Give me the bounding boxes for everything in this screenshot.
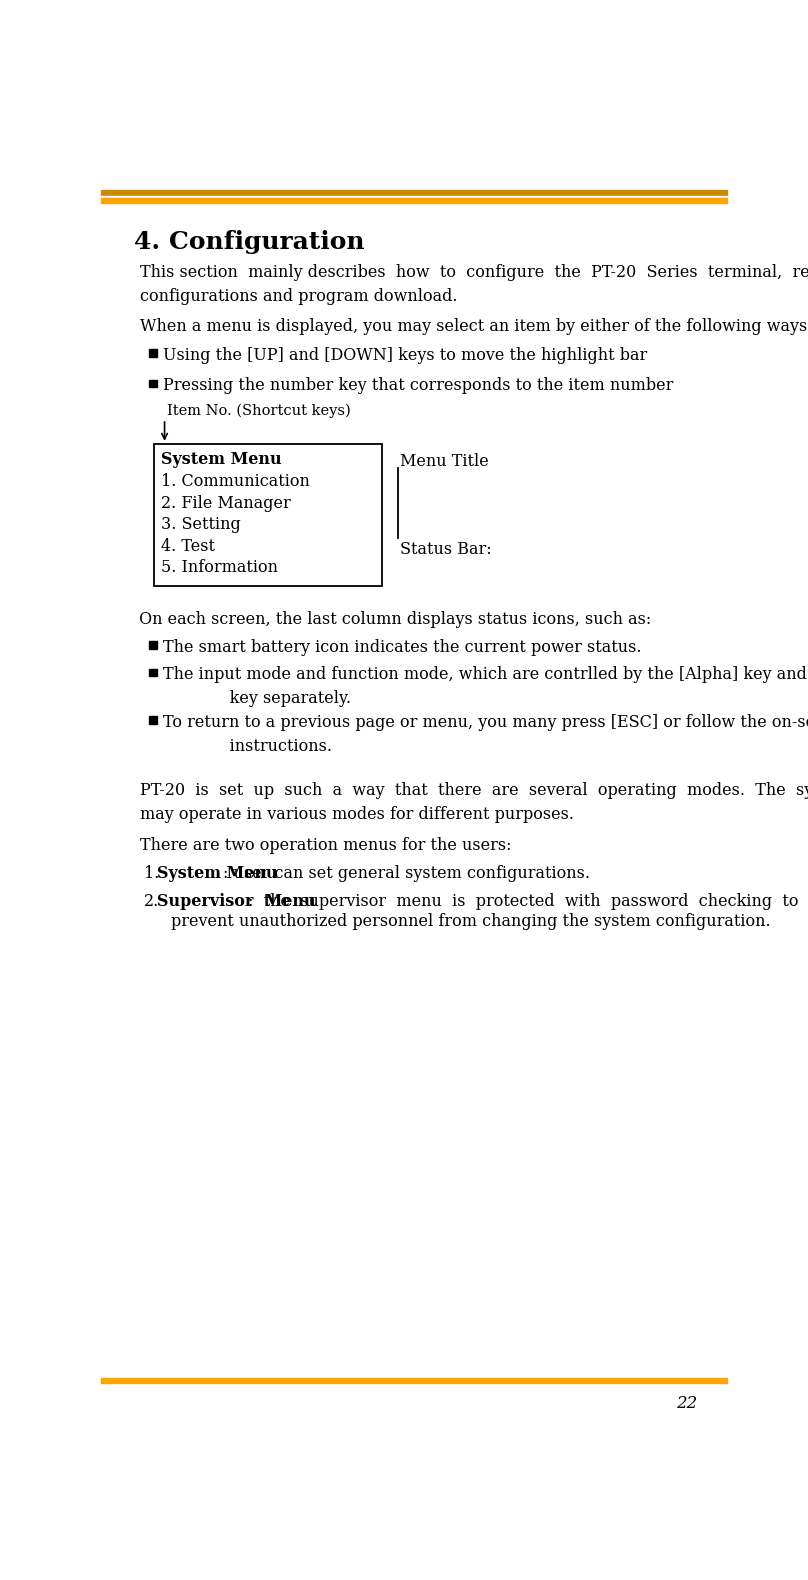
Text: Using the [UP] and [DOWN] keys to move the highlight bar: Using the [UP] and [DOWN] keys to move t… bbox=[163, 346, 647, 363]
Text: PT-20  is  set  up  such  a  way  that  there  are  several  operating  modes.  : PT-20 is set up such a way that there ar… bbox=[140, 782, 808, 823]
Text: 1.: 1. bbox=[144, 864, 159, 882]
Text: Status Bar:: Status Bar: bbox=[400, 542, 492, 558]
Text: Configuration: Configuration bbox=[169, 229, 365, 254]
Bar bbox=[154, 444, 382, 586]
Text: To return to a previous page or menu, you many press [ESC] or follow the on-scre: To return to a previous page or menu, yo… bbox=[163, 714, 808, 755]
Text: 3. Setting: 3. Setting bbox=[162, 517, 242, 532]
Text: 2. File Manager: 2. File Manager bbox=[162, 495, 291, 512]
Text: 5. Information: 5. Information bbox=[162, 559, 279, 577]
Text: The smart battery icon indicates the current power status.: The smart battery icon indicates the cur… bbox=[163, 638, 642, 656]
Text: 22: 22 bbox=[676, 1395, 698, 1411]
Bar bbox=[149, 641, 157, 648]
Bar bbox=[149, 349, 157, 357]
Bar bbox=[149, 716, 157, 724]
Text: On each screen, the last column displays status icons, such as:: On each screen, the last column displays… bbox=[133, 611, 650, 627]
Text: The input mode and function mode, which are contrlled by the [Alpha] key and [FN: The input mode and function mode, which … bbox=[163, 667, 808, 708]
Bar bbox=[101, 198, 727, 202]
Text: 4. Test: 4. Test bbox=[162, 537, 216, 555]
Text: :  the  supervisor  menu  is  protected  with  password  checking  to: : the supervisor menu is protected with … bbox=[248, 893, 799, 910]
Text: 1. Communication: 1. Communication bbox=[162, 472, 310, 490]
Text: : user can set general system configurations.: : user can set general system configurat… bbox=[224, 864, 591, 882]
Bar bbox=[101, 196, 727, 198]
Text: Supervisor  Menu: Supervisor Menu bbox=[157, 893, 315, 910]
Text: When a menu is displayed, you may select an item by either of the following ways: When a menu is displayed, you may select… bbox=[140, 318, 808, 335]
Text: 4.: 4. bbox=[133, 229, 159, 254]
Text: Pressing the number key that corresponds to the item number: Pressing the number key that corresponds… bbox=[163, 378, 673, 395]
Bar bbox=[149, 379, 157, 387]
Text: System Menu: System Menu bbox=[162, 452, 282, 468]
Text: 2.: 2. bbox=[144, 893, 159, 910]
Text: Menu Title: Menu Title bbox=[400, 453, 489, 469]
Bar bbox=[101, 190, 727, 196]
Bar bbox=[101, 1378, 727, 1382]
Text: prevent unauthorized personnel from changing the system configuration.: prevent unauthorized personnel from chan… bbox=[170, 913, 770, 929]
Bar bbox=[149, 668, 157, 676]
Text: This section  mainly describes  how  to  configure  the  PT-20  Series  terminal: This section mainly describes how to con… bbox=[140, 264, 808, 305]
Text: System Menu: System Menu bbox=[157, 864, 277, 882]
Text: Item No. (Shortcut keys): Item No. (Shortcut keys) bbox=[167, 403, 351, 419]
Text: There are two operation menus for the users:: There are two operation menus for the us… bbox=[140, 837, 511, 855]
